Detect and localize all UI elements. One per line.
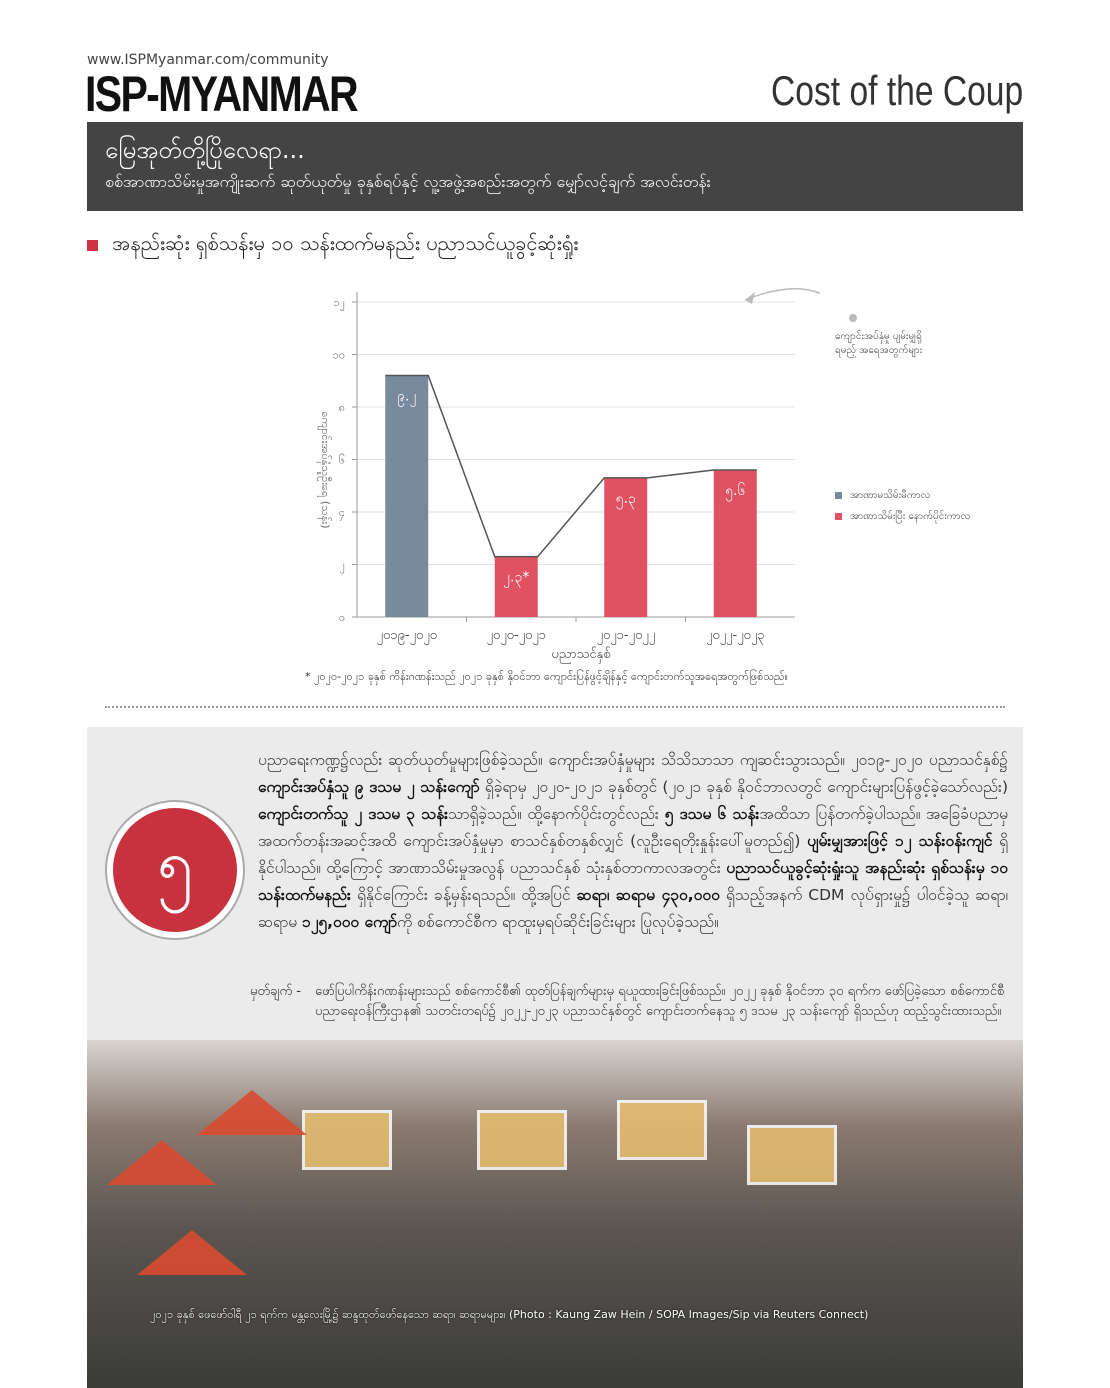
y-tick-label: ၄ xyxy=(339,506,345,521)
bar xyxy=(604,477,648,617)
annotation-text: ကျောင်းအပ်နှံမှု ပျမ်းမျှရှိရမည့် အရေအတွ… xyxy=(835,331,923,356)
text-panel xyxy=(87,727,1023,1047)
section-number-badge: ၅ xyxy=(107,802,243,938)
x-tick-label: ၂၀၂၂-၂၀၂၃ xyxy=(706,628,765,645)
y-tick-label: ၈ xyxy=(339,401,345,414)
y-tick-label: ၀ xyxy=(339,611,345,624)
legend-item: အာဏာသိမ်းပြီး နောက်ပိုင်းကာလ xyxy=(835,509,970,524)
legend-swatch xyxy=(835,513,842,520)
bar xyxy=(494,556,538,617)
bar xyxy=(385,375,429,617)
body-text: ပညာရေးကဏ္ဍ၌လည်း ဆုတ်ယုတ်မှုများဖြစ်ခဲ့သည… xyxy=(258,751,1009,931)
page-subtitle: စစ်အာဏာသိမ်းမှုအကျိုးဆက် ဆုတ်ယုတ်မှု ခုန… xyxy=(105,172,711,191)
legend-item: အာဏာမသိမ်းမီကာလ xyxy=(835,488,970,503)
bar xyxy=(713,470,757,617)
trend-line xyxy=(385,374,757,558)
y-tick-label: ၁၀ xyxy=(333,349,345,362)
title-band: မြေအုတ်တို့ပြိုလေရာ... စစ်အာဏာသိမ်းမှုအက… xyxy=(87,122,1023,211)
data-label: ၅.၃ xyxy=(616,491,636,509)
page-title: မြေအုတ်တို့ပြိုလေရာ... xyxy=(105,136,305,164)
website-url: www.ISPMyanmar.com/community xyxy=(87,52,329,68)
y-axis-label: ကျောင်းအပ်နှံသူဦးရေ (သန်း) xyxy=(317,412,332,529)
section-heading: အနည်းဆုံး ရှစ်သန်းမှ ၁၀ သန်းထက်မနည်း ပညာ… xyxy=(87,230,578,260)
annotation-dot-icon xyxy=(849,314,857,322)
bullet-square-icon xyxy=(87,239,98,251)
data-label: ၉.၂ xyxy=(397,389,416,407)
x-tick-label: ၂၀၁၉-၂၀၂၀ xyxy=(377,628,437,645)
series-title: Cost of the Coup xyxy=(770,67,1023,114)
y-tick-label: ၆ xyxy=(339,454,345,467)
section-title: အနည်းဆုံး ရှစ်သန်းမှ ၁၀ သန်းထက်မနည်း ပညာ… xyxy=(112,231,579,255)
chart-legend: အာဏာမသိမ်းမီကာလ အာဏာသိမ်းပြီး နောက်ပိုင်… xyxy=(835,488,970,530)
legend-label: အာဏာသိမ်းပြီး နောက်ပိုင်းကာလ xyxy=(850,511,971,522)
legend-label: အာဏာမသိမ်းမီကာလ xyxy=(850,490,931,501)
note: မှတ်ချက် - ဖော်ပြပါကိန်းဂဏန်းများသည် စစ်… xyxy=(250,982,1005,1022)
y-tick-label: ၁၂ xyxy=(333,296,345,311)
logo: ISP-MYANMAR xyxy=(85,66,359,122)
note-label: မှတ်ချက် - xyxy=(250,984,301,999)
chart-footnote: * ၂၀၂၀-၂၀၂၁ ခုနှစ် ကိန်းဂဏန်းသည် ၂၀၂၁ ခု… xyxy=(305,670,788,683)
data-label: ၂.၃* xyxy=(503,570,529,588)
x-tick-label: ၂၀၂၀-၂၀၂၁ xyxy=(487,628,546,645)
photo-caption: ၂၀၂၁ ခုနှစ် ဖေဖော်ဝါရီ ၂၁ ရက်က မန္တလေးမြ… xyxy=(150,1308,869,1321)
annotation: ကျောင်းအပ်နှံမှု ပျမ်းမျှရှိရမည့် အရေအတွ… xyxy=(835,314,925,358)
legend-swatch xyxy=(835,492,842,499)
protest-photo xyxy=(87,1040,1023,1388)
y-tick-label: ၂ xyxy=(340,559,345,574)
data-label: ၅.၆ xyxy=(725,483,745,501)
arrow-head-icon xyxy=(745,292,755,304)
note-text: ဖော်ပြပါကိန်းဂဏန်းများသည် စစ်ကောင်စီ၏ ထု… xyxy=(315,984,1005,1019)
x-axis-label: ပညာသင်နှစ် xyxy=(551,646,610,664)
annotation-arrow xyxy=(744,288,820,301)
x-tick-label: ၂၀၂၁-၂၀၂၂ xyxy=(596,628,655,645)
dotted-divider xyxy=(105,706,1005,708)
